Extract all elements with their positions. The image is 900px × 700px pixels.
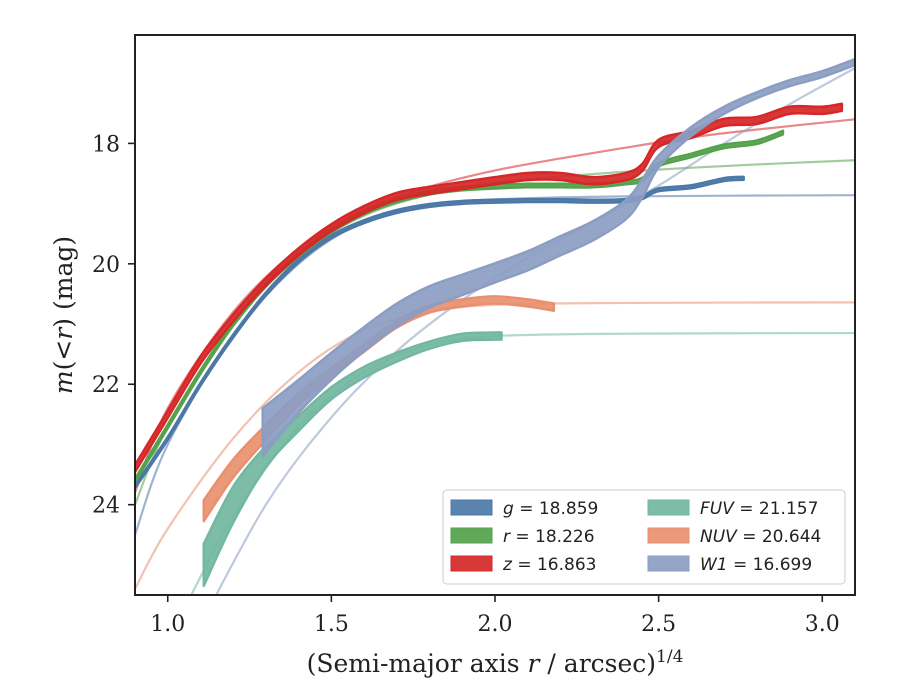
- y-tick-label: 22: [92, 373, 120, 398]
- x-axis-label-sup: 1/4: [656, 647, 683, 667]
- legend-item-g: g = 18.859: [450, 499, 598, 519]
- legend-frame: [442, 489, 846, 585]
- legend-swatch: [647, 527, 690, 544]
- x-axis-label-main: (Semi-major axis: [307, 649, 528, 678]
- y-axis-ticks: 18 20 22 24: [92, 132, 135, 519]
- legend-swatch: [450, 555, 493, 572]
- y-axis-label-m: m: [49, 370, 78, 394]
- data-band-g: [135, 175, 745, 490]
- x-tick-label: 2.0: [478, 612, 513, 637]
- legend-label: FUV = 21.157: [700, 499, 818, 519]
- y-tick-label: 24: [92, 494, 120, 519]
- x-axis-label: (Semi-major axis r / arcsec)1/4: [307, 647, 684, 678]
- x-axis-label-tail: / arcsec): [539, 649, 656, 678]
- legend-label: z = 16.863: [502, 555, 596, 575]
- legend-item-r: r = 18.226: [450, 527, 595, 547]
- data-bands: [135, 57, 855, 588]
- legend-swatch: [450, 527, 493, 544]
- legend-label: g = 18.859: [503, 499, 598, 519]
- legend-item-NUV: NUV = 20.644: [647, 527, 821, 547]
- x-tick-label: 1.5: [314, 612, 349, 637]
- x-axis-label-var: r: [528, 649, 542, 678]
- legend-swatch: [647, 555, 690, 572]
- y-tick-label: 18: [92, 132, 120, 157]
- data-band-FUV: [202, 331, 503, 588]
- x-tick-label: 3.0: [805, 612, 840, 637]
- data-band-z: [135, 102, 844, 474]
- data-band-W1: [261, 57, 855, 458]
- y-tick-label: 20: [92, 253, 120, 278]
- y-axis-label: m(<r) (mag): [49, 236, 78, 394]
- x-tick-label: 2.5: [641, 612, 676, 637]
- legend-item-FUV: FUV = 21.157: [647, 499, 818, 519]
- legend: g = 18.859 r = 18.226 z = 16.863 FUV = 21.1…: [442, 489, 846, 585]
- legend-label: r = 18.226: [503, 527, 595, 547]
- y-axis-label-inner: (<: [49, 340, 78, 371]
- y-axis-label-tail: ) (mag): [49, 236, 78, 328]
- legend-item-z: z = 16.863: [450, 555, 596, 575]
- legend-swatch: [450, 499, 493, 516]
- x-tick-label: 1.0: [150, 612, 185, 637]
- legend-swatch: [647, 499, 690, 516]
- legend-label: W1 = 16.699: [700, 555, 812, 575]
- x-axis-ticks: 1.0 1.5 2.0 2.5 3.0: [150, 595, 840, 637]
- legend-item-W1: W1 = 16.699: [647, 555, 812, 575]
- legend-label: NUV = 20.644: [700, 527, 821, 547]
- y-axis-label-r: r: [49, 326, 78, 340]
